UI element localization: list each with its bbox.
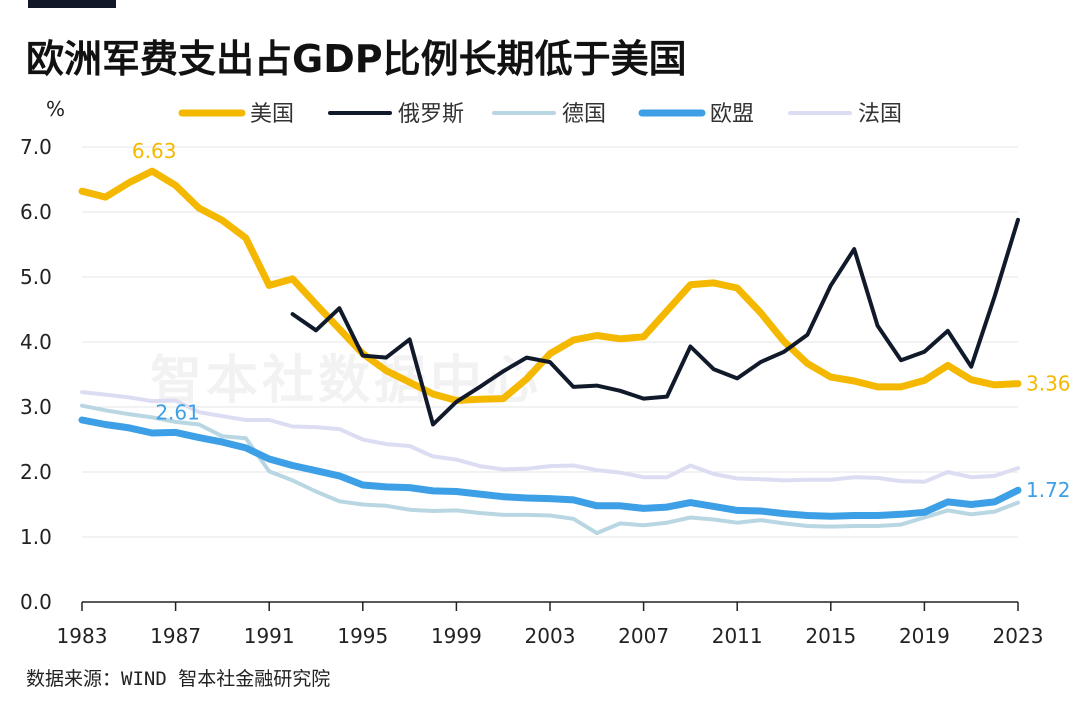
chart-title: 欧洲军费支出占GDP比例长期低于美国 bbox=[26, 37, 687, 81]
x-tick-label: 2015 bbox=[805, 624, 856, 648]
y-tick-label: 4.0 bbox=[20, 330, 52, 354]
series-line-俄罗斯 bbox=[290, 217, 1020, 427]
series-line-法国 bbox=[80, 390, 1020, 484]
x-tick-label: 2019 bbox=[899, 624, 950, 648]
x-tick-label: 2003 bbox=[525, 624, 576, 648]
data-label: 2.61 bbox=[155, 400, 200, 424]
y-tick-label: 6.0 bbox=[20, 200, 52, 224]
x-tick-label: 1999 bbox=[431, 624, 482, 648]
legend: 美国 俄罗斯 德国 欧盟 法国 bbox=[178, 102, 902, 127]
x-tick-label: 1991 bbox=[244, 624, 295, 648]
source-note: 数据来源：WIND 智本社金融研究院 bbox=[26, 668, 331, 690]
legend-label: 德国 bbox=[562, 102, 606, 127]
series-line-德国 bbox=[80, 403, 1020, 536]
series-line-欧盟 bbox=[78, 416, 1022, 520]
legend-label: 欧盟 bbox=[710, 102, 754, 127]
legend-label: 法国 bbox=[858, 102, 902, 127]
x-tick-label: 2011 bbox=[712, 624, 763, 648]
x-tick-label: 1995 bbox=[337, 624, 388, 648]
y-tick-label: 3.0 bbox=[20, 395, 52, 419]
x-tick-label: 1987 bbox=[150, 624, 201, 648]
legend-label: 美国 bbox=[250, 102, 294, 127]
y-tick-label: 5.0 bbox=[20, 265, 52, 289]
y-tick-label: 0.0 bbox=[20, 590, 52, 614]
x-tick-label: 1983 bbox=[57, 624, 108, 648]
series-line-美国 bbox=[78, 167, 1022, 404]
x-tick-label: 2007 bbox=[618, 624, 669, 648]
axes: 0.0 1.0 2.0 3.0 4.0 5.0 6.0 7.0% 1983 1987 1991 199… bbox=[20, 97, 1043, 648]
y-tick-label: 7.0 bbox=[20, 135, 52, 159]
series-lines bbox=[78, 167, 1022, 536]
data-label: 1.72 bbox=[1026, 478, 1071, 502]
y-axis-unit: % bbox=[46, 97, 65, 121]
x-tick-label: 2023 bbox=[993, 624, 1044, 648]
y-tick-label: 2.0 bbox=[20, 460, 52, 484]
data-label: 6.63 bbox=[132, 139, 177, 163]
legend-label: 俄罗斯 bbox=[398, 102, 464, 127]
data-label: 3.36 bbox=[1026, 372, 1071, 396]
data-labels: 2.61 1.72 6.63 3.36 bbox=[132, 139, 1071, 502]
y-tick-label: 1.0 bbox=[20, 525, 52, 549]
title-accent-bar bbox=[28, 0, 116, 8]
